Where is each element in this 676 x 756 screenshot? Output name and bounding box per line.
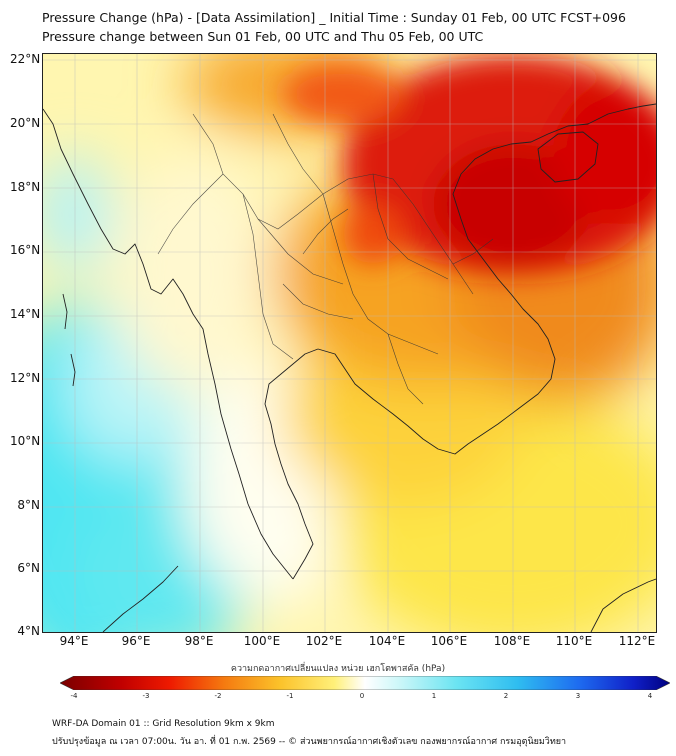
lat-label-16n: 16°N [10,243,41,257]
lat-label-6n: 6°N [17,561,40,575]
footer-credit: ปรับปรุงข้อมูล ณ เวลา 07:00น. วัน อา. ที… [52,737,567,747]
pressure-change-map [42,53,657,633]
lat-label-20n: 20°N [10,116,41,130]
colorbar-tick: -2 [214,692,222,700]
lat-label-14n: 14°N [10,307,41,321]
lon-label-96e: 96°E [121,634,151,648]
colorbar-tick: 3 [575,692,581,700]
lon-label-98e: 98°E [184,634,214,648]
colorbar-tick: 2 [503,692,509,700]
colorbar-tick: -4 [70,692,78,700]
map-canvas [43,54,656,632]
chart-subtitle: Pressure change between Sun 01 Feb, 00 U… [42,29,484,44]
lat-label-4n: 4°N [17,624,40,638]
colorbar-tick: -3 [142,692,150,700]
colorbar-tick: -1 [286,692,294,700]
lat-label-22n: 22°N [10,52,41,66]
lon-label-94e: 94°E [59,634,89,648]
lat-label-18n: 18°N [10,180,41,194]
lon-label-106e: 106°E [430,634,468,648]
lon-label-108e: 108°E [493,634,531,648]
lon-label-112e: 112°E [618,634,656,648]
colorbar-title: ความกดอากาศเปลี่ยนแปลง หน่วย เฮกโตพาสคัล… [230,664,446,674]
lon-label-100e: 100°E [243,634,281,648]
footer-model-info: WRF-DA Domain 01 :: Grid Resolution 9km … [52,719,275,729]
lat-label-10n: 10°N [10,434,41,448]
colorbar-tick: 0 [359,692,365,700]
chart-title: Pressure Change (hPa) - [Data Assimilati… [42,10,626,25]
lon-label-104e: 104°E [368,634,406,648]
colorbar [60,676,670,690]
lat-label-8n: 8°N [17,498,40,512]
lon-label-102e: 102°E [305,634,343,648]
lat-label-12n: 12°N [10,371,41,385]
colorbar-tick: 4 [647,692,653,700]
colorbar-tick: 1 [431,692,437,700]
lon-label-110e: 110°E [555,634,593,648]
